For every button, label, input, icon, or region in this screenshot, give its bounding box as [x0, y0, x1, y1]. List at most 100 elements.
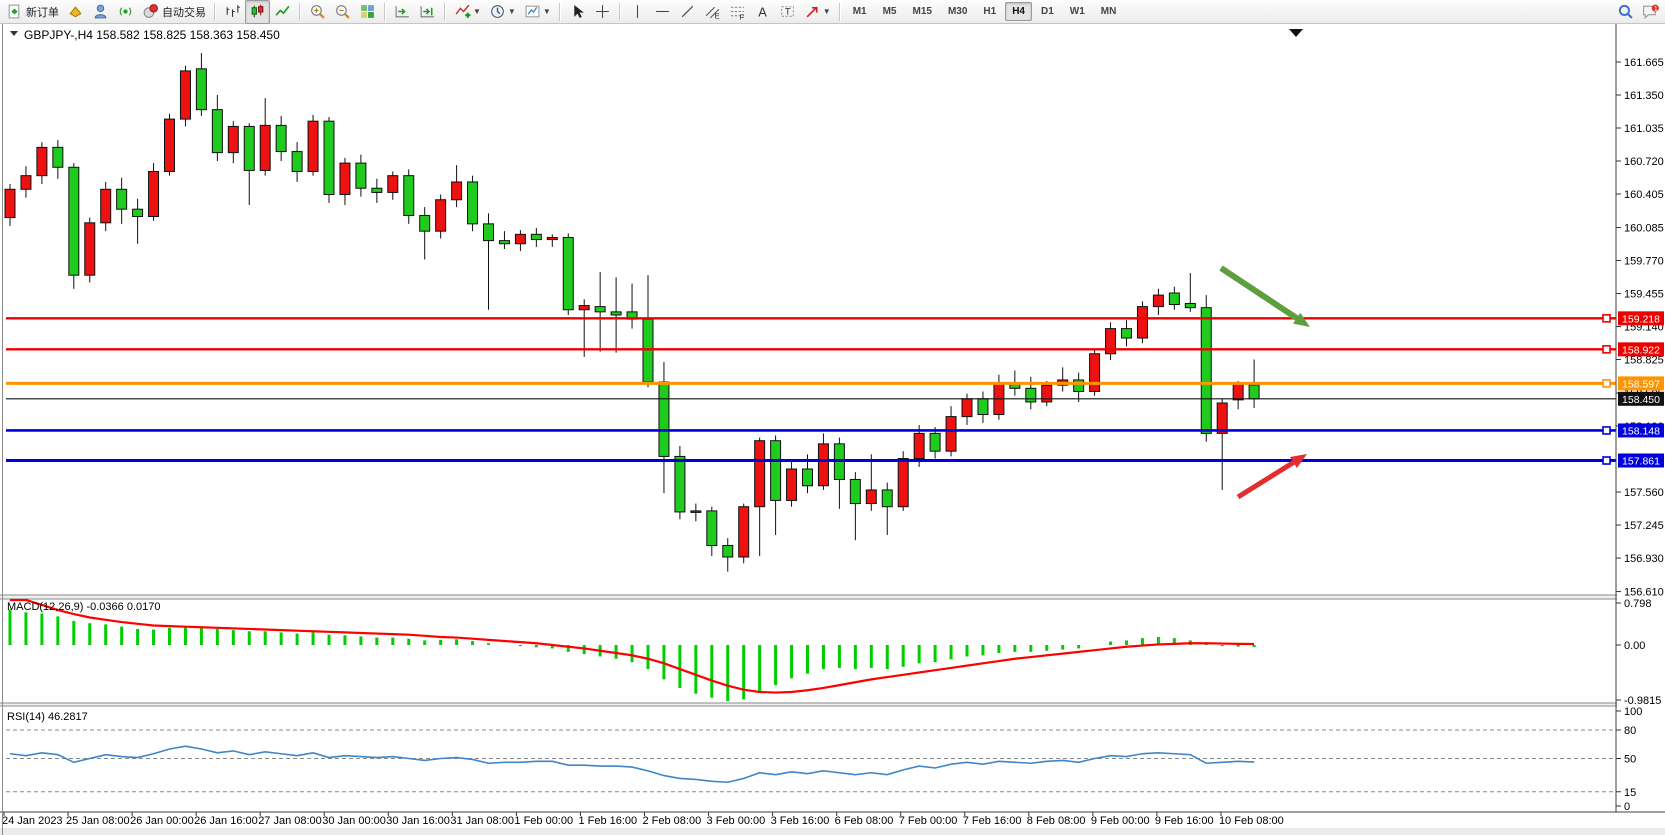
arrows-icon	[806, 6, 818, 18]
svg-text:160.720: 160.720	[1624, 156, 1664, 168]
search-button[interactable]	[1613, 0, 1638, 24]
price-axis[interactable]: 161.665 161.350 161.035 160.720 160.405 160.0…	[1615, 24, 1665, 813]
timeframe-m15-button[interactable]: M15	[912, 6, 932, 17]
new-order-button[interactable]: 新订单	[2, 0, 63, 24]
timeframe-mn-button[interactable]: MN	[1100, 6, 1117, 17]
svg-text:26 Jan 16:00: 26 Jan 16:00	[194, 815, 258, 827]
arrow-objects[interactable]	[1219, 265, 1310, 500]
timeframe-m30-button[interactable]: M30	[947, 6, 968, 17]
text-label-tool[interactable]: T	[775, 0, 800, 24]
signals-button[interactable]	[113, 0, 138, 24]
svg-text:31 Jan 08:00: 31 Jan 08:00	[450, 815, 514, 827]
svg-text:160.405: 160.405	[1624, 189, 1664, 201]
collapse-icon	[10, 31, 18, 36]
svg-text:2 Feb 08:00: 2 Feb 08:00	[643, 815, 702, 827]
cursor-icon	[574, 5, 584, 18]
svg-text:F: F	[739, 12, 744, 20]
timeframe-h1-button[interactable]: H1	[983, 6, 997, 17]
chart-area[interactable]: GBPJPY-,H4 158.582 158.825 158.363 158.4…	[0, 24, 1665, 835]
zoom-in-icon	[311, 5, 325, 19]
templates-button[interactable]: ▼	[520, 0, 555, 24]
zoom-in-button[interactable]	[305, 0, 330, 24]
time-axis[interactable]: 24 Jan 2023 25 Jan 08:00 26 Jan 00:00 26 Ja…	[0, 811, 1665, 835]
arrows-tool[interactable]: ▼	[800, 0, 835, 24]
svg-text:158.148: 158.148	[1622, 425, 1660, 437]
crosshair-icon	[595, 5, 609, 18]
svg-text:24 Jan 2023: 24 Jan 2023	[2, 815, 63, 827]
data-window-button[interactable]	[88, 0, 113, 24]
horizontal-line-tool[interactable]	[650, 0, 675, 24]
text-a-icon: A	[758, 4, 767, 19]
candlestick-chart-button[interactable]	[245, 0, 270, 24]
text-tool[interactable]: A	[750, 0, 775, 24]
market-watch-button[interactable]	[63, 0, 88, 24]
trendline-tool[interactable]	[675, 0, 700, 24]
notifications-button[interactable]: 1	[1638, 0, 1663, 24]
svg-text:158.922: 158.922	[1622, 344, 1660, 356]
timeframe-m5-button[interactable]: M5	[882, 6, 897, 17]
svg-text:161.350: 161.350	[1624, 90, 1664, 102]
svg-text:3 Feb 00:00: 3 Feb 00:00	[707, 815, 766, 827]
svg-text:30 Jan 16:00: 30 Jan 16:00	[386, 815, 450, 827]
auto-scroll-button[interactable]	[390, 0, 415, 24]
new-order-button-label: 新订单	[26, 6, 59, 19]
cursor-tool-button[interactable]	[565, 0, 590, 24]
vertical-line-tool[interactable]	[625, 0, 650, 24]
text-t-icon: T	[780, 6, 794, 18]
svg-text:E: E	[714, 11, 719, 20]
autotrade-icon	[143, 4, 158, 18]
svg-text:159.455: 159.455	[1624, 289, 1664, 301]
svg-text:A: A	[758, 4, 767, 19]
chart-shift-button[interactable]	[415, 0, 440, 24]
svg-text:1 Feb 16:00: 1 Feb 16:00	[578, 815, 637, 827]
bars-icon	[226, 5, 240, 17]
timeframe-m1-button[interactable]: M1	[852, 6, 867, 17]
clock-icon	[491, 5, 504, 18]
price-badges: 159.218 158.922 158.597 158.450 158.148 157.8…	[1618, 311, 1664, 468]
person-icon	[94, 4, 107, 19]
fibonacci-tool[interactable]: F	[725, 0, 750, 24]
tiles-icon	[361, 5, 374, 18]
green-down-arrow	[1219, 265, 1299, 321]
search-icon	[1618, 4, 1633, 19]
svg-text:27 Jan 08:00: 27 Jan 08:00	[258, 815, 322, 827]
shift-icon	[420, 6, 434, 18]
toolbar-separator	[384, 2, 386, 21]
autotrading-button[interactable]: 自动交易	[138, 0, 210, 24]
svg-text:157.245: 157.245	[1624, 520, 1664, 532]
tile-windows-button[interactable]	[355, 0, 380, 24]
timeframe-d1-button[interactable]: D1	[1041, 6, 1054, 17]
autoscroll-icon	[395, 6, 409, 18]
horizontal-lines[interactable]	[6, 314, 1616, 465]
timeframe-h4-button[interactable]: H4	[1005, 2, 1032, 21]
svg-text:6 Feb 08:00: 6 Feb 08:00	[835, 815, 894, 827]
macd-label: MACD(12,26,9) -0.0366 0.0170	[7, 601, 160, 613]
rsi-label: RSI(14) 46.2817	[7, 711, 88, 723]
svg-text:10 Feb 08:00: 10 Feb 08:00	[1219, 815, 1284, 827]
toolbar-separator	[299, 2, 301, 21]
svg-text:50: 50	[1624, 754, 1636, 766]
signal-icon	[119, 7, 132, 16]
vline-icon	[636, 5, 638, 18]
toolbar-separator	[618, 2, 621, 21]
hline-icon	[655, 10, 669, 13]
toolbar-separator	[214, 2, 216, 21]
svg-text:9 Feb 00:00: 9 Feb 00:00	[1091, 815, 1150, 827]
svg-text:0.00: 0.00	[1624, 640, 1645, 652]
svg-text:157.861: 157.861	[1622, 456, 1660, 468]
add-indicator-button[interactable]: ▼	[450, 0, 485, 24]
periods-button[interactable]: ▼	[485, 0, 520, 24]
svg-text:8 Feb 08:00: 8 Feb 08:00	[1027, 815, 1086, 827]
timeframe-w1-button[interactable]: W1	[1069, 6, 1085, 17]
svg-text:1: 1	[1654, 6, 1658, 13]
crosshair-tool-button[interactable]	[590, 0, 615, 24]
line-chart-button[interactable]	[270, 0, 295, 24]
zoom-out-button[interactable]	[330, 0, 355, 24]
svg-text:T: T	[785, 7, 791, 18]
rsi-line	[9, 745, 1255, 784]
red-up-arrow	[1236, 460, 1295, 500]
bar-chart-button[interactable]	[220, 0, 245, 24]
fibo-icon: F	[730, 6, 744, 20]
channel-tool[interactable]: E	[700, 0, 725, 24]
svg-text:1 Feb 00:00: 1 Feb 00:00	[514, 815, 573, 827]
